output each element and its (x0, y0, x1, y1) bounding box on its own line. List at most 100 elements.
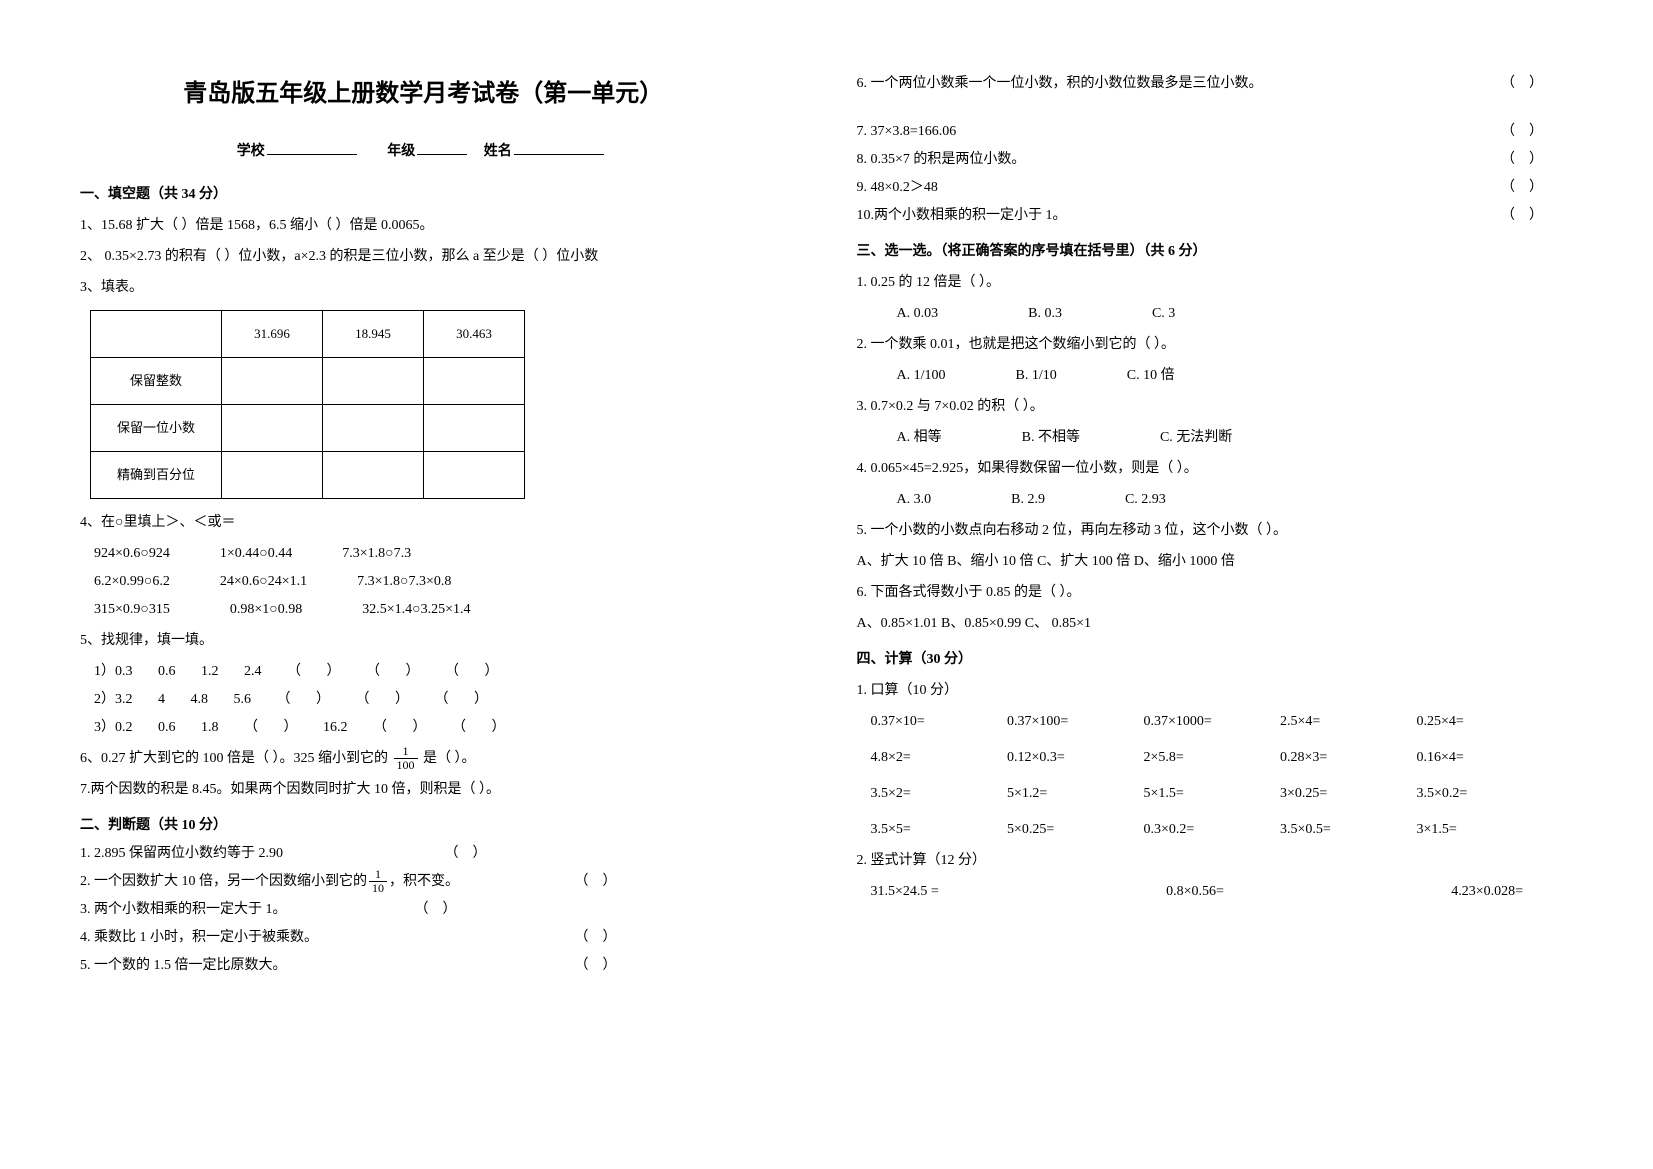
oral-item: 0.37×100= (1007, 708, 1134, 736)
judge-text: 5. 一个数的 1.5 倍一定比原数大。 (80, 952, 287, 980)
table-cell[interactable] (222, 452, 323, 499)
option: B. 0.3 (1028, 300, 1062, 328)
q3-3: 3. 0.7×0.2 与 7×0.02 的积（ ）。 (857, 393, 1544, 421)
vcalc-item: 31.5×24.5 = (871, 878, 939, 906)
fraction-1-10: 110 (369, 868, 387, 895)
option: C. 2.93 (1125, 486, 1166, 514)
q3-3-options: A. 相等 B. 不相等 C. 无法判断 (857, 424, 1544, 452)
q3-5: 5. 一个小数的小数点向右移动 2 位，再向左移动 3 位，这个小数（ ）。 (857, 517, 1544, 545)
compare-item: 7.3×1.8○7.3×0.8 (357, 568, 451, 596)
judge-item: 8. 0.35×7 的积是两位小数。 （ ） (857, 146, 1544, 174)
option: C. 10 倍 (1127, 362, 1175, 390)
q1-3-head: 3、填表。 (80, 274, 767, 302)
table-cell[interactable] (424, 405, 525, 452)
answer-paren[interactable]: （ ） (575, 952, 617, 980)
compare-item: 6.2×0.99○6.2 (94, 568, 170, 596)
pattern-row: 1）0.3 0.6 1.2 2.4 （ ） （ ） （ ） (80, 658, 767, 686)
label-school: 学校 (237, 144, 265, 159)
left-column: 青岛版五年级上册数学月考试卷（第一单元） 学校 年级 姓名 一、填空题（共 34… (0, 0, 827, 1169)
oral-item: 5×0.25= (1007, 816, 1134, 844)
section-4-head: 四、计算（30 分） (857, 646, 1544, 674)
oral-item: 0.37×10= (871, 708, 998, 736)
table-cell[interactable] (222, 405, 323, 452)
oral-item: 5×1.5= (1144, 780, 1271, 808)
answer-paren[interactable]: （ ） (575, 868, 617, 896)
q3-6-options: A、0.85×1.01 B、0.85×0.99 C、 0.85×1 (857, 610, 1544, 638)
q1-5-head: 5、找规律，填一填。 (80, 627, 767, 655)
table-cell[interactable] (323, 405, 424, 452)
answer-paren[interactable]: （ ） (1501, 202, 1543, 230)
judge-text: 6. 一个两位小数乘一个一位小数，积的小数位数最多是三位小数。 (857, 70, 1263, 98)
blank-school[interactable] (267, 140, 357, 155)
oral-item: 0.3×0.2= (1144, 816, 1271, 844)
q3-2: 2. 一个数乘 0.01，也就是把这个数缩小到它的（ ）。 (857, 331, 1544, 359)
answer-paren[interactable]: （ ） (1501, 118, 1543, 146)
exam-title: 青岛版五年级上册数学月考试卷（第一单元） (80, 70, 767, 118)
table-row: 精确到百分位 (91, 452, 525, 499)
judge-text: 3. 两个小数相乘的积一定大于 1。 (80, 896, 287, 924)
q1-7: 7.两个因数的积是 8.45。如果两个因数同时扩大 10 倍，则积是（ ）。 (80, 776, 767, 804)
answer-paren[interactable]: （ ） (1501, 70, 1543, 98)
sub-vertical-head: 2. 竖式计算（12 分） (857, 847, 1544, 875)
judge-item: 4. 乘数比 1 小时，积一定小于被乘数。 （ ） (80, 924, 767, 952)
table-cell[interactable] (424, 452, 525, 499)
rounding-table: 31.696 18.945 30.463 保留整数 保留一位小数 精确到百分位 (90, 310, 525, 499)
table-cell[interactable] (323, 452, 424, 499)
option: B. 1/10 (1016, 362, 1057, 390)
option: B. 2.9 (1011, 486, 1045, 514)
table-header-row: 31.696 18.945 30.463 (91, 311, 525, 358)
table-row: 保留一位小数 (91, 405, 525, 452)
answer-paren[interactable]: （ ） (575, 924, 617, 952)
oral-item: 0.12×0.3= (1007, 744, 1134, 772)
q3-6: 6. 下面各式得数小于 0.85 的是（ ）。 (857, 579, 1544, 607)
table-row: 保留整数 (91, 358, 525, 405)
oral-item: 3×1.5= (1417, 816, 1544, 844)
q1-1: 1、15.68 扩大（ ）倍是 1568，6.5 缩小（ ）倍是 0.0065。 (80, 212, 767, 240)
oral-item: 0.28×3= (1280, 744, 1407, 772)
answer-paren[interactable]: （ ） (415, 896, 457, 924)
judge-item: 2. 一个因数扩大 10 倍，另一个因数缩小到它的110，积不变。 （ ） (80, 868, 767, 896)
answer-paren[interactable]: （ ） (1501, 174, 1543, 202)
answer-paren[interactable]: （ ） (445, 840, 487, 868)
judge-item: 6. 一个两位小数乘一个一位小数，积的小数位数最多是三位小数。 （ ） (857, 70, 1544, 98)
section-2-head: 二、判断题（共 10 分） (80, 812, 767, 840)
judge-item: 1. 2.895 保留两位小数约等于 2.90 （ ） (80, 840, 767, 868)
table-cell[interactable] (323, 358, 424, 405)
judge-text: 8. 0.35×7 的积是两位小数。 (857, 146, 1026, 174)
oral-calc-grid: 0.37×10= 0.37×100= 0.37×1000= 2.5×4= 0.2… (857, 708, 1544, 844)
judge-text: 9. 48×0.2＞48 (857, 174, 938, 202)
table-cell: 保留一位小数 (91, 405, 222, 452)
label-name: 姓名 (484, 144, 512, 159)
oral-item: 2.5×4= (1280, 708, 1407, 736)
compare-item: 7.3×1.8○7.3 (342, 540, 411, 568)
judge-item: 3. 两个小数相乘的积一定大于 1。 （ ） (80, 896, 767, 924)
oral-item: 4.8×2= (871, 744, 998, 772)
q3-1: 1. 0.25 的 12 倍是（ ）。 (857, 269, 1544, 297)
blank-grade[interactable] (417, 140, 467, 155)
q3-4: 4. 0.065×45=2.925，如果得数保留一位小数，则是（ ）。 (857, 455, 1544, 483)
q1-6a: 6、0.27 扩大到它的 100 倍是（ ）。325 缩小到它的 (80, 751, 388, 766)
oral-item: 3.5×0.5= (1280, 816, 1407, 844)
judge-text: 1. 2.895 保留两位小数约等于 2.90 (80, 840, 283, 868)
oral-item: 3.5×5= (871, 816, 998, 844)
oral-item: 0.25×4= (1417, 708, 1544, 736)
table-cell: 精确到百分位 (91, 452, 222, 499)
compare-item: 24×0.6○24×1.1 (220, 568, 307, 596)
pattern-row: 3）0.2 0.6 1.8 （ ） 16.2 （ ） （ ） (80, 714, 767, 742)
judge-item: 5. 一个数的 1.5 倍一定比原数大。 （ ） (80, 952, 767, 980)
table-cell[interactable] (424, 358, 525, 405)
compare-item: 32.5×1.4○3.25×1.4 (362, 596, 470, 624)
option: A. 相等 (897, 424, 942, 452)
compare-item: 1×0.44○0.44 (220, 540, 292, 568)
answer-paren[interactable]: （ ） (1501, 146, 1543, 174)
q1-4-head: 4、在○里填上＞、＜或＝ (80, 509, 767, 537)
judge-text: 10.两个小数相乘的积一定小于 1。 (857, 202, 1067, 230)
compare-item: 315×0.9○315 (94, 596, 170, 624)
table-cell: 保留整数 (91, 358, 222, 405)
q1-6b: 是（ ）。 (423, 751, 476, 766)
oral-item: 0.37×1000= (1144, 708, 1271, 736)
blank-name[interactable] (514, 140, 604, 155)
table-cell[interactable] (222, 358, 323, 405)
student-info-line: 学校 年级 姓名 (80, 138, 767, 166)
judge-text: 4. 乘数比 1 小时，积一定小于被乘数。 (80, 924, 318, 952)
